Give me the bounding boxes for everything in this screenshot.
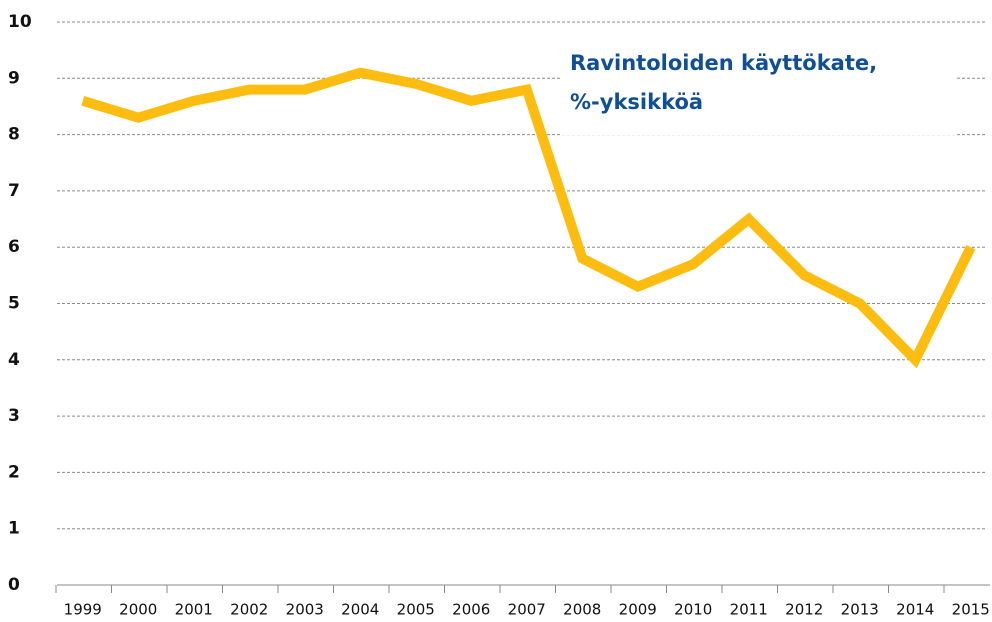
y-tick-label: 6 bbox=[8, 237, 20, 257]
x-tick-label: 2003 bbox=[286, 601, 324, 619]
chart-title: %-yksikköä bbox=[570, 90, 703, 114]
x-tick-label: 2011 bbox=[730, 601, 768, 619]
x-tick-label: 2010 bbox=[674, 601, 712, 619]
x-tick-label: 2004 bbox=[341, 601, 379, 619]
x-tick-label: 2002 bbox=[230, 601, 268, 619]
y-tick-label: 3 bbox=[8, 406, 20, 426]
x-tick-label: 2009 bbox=[619, 601, 657, 619]
y-tick-label: 5 bbox=[8, 294, 20, 314]
x-tick-label: 2013 bbox=[841, 601, 879, 619]
x-tick-label: 2014 bbox=[896, 601, 934, 619]
x-tick-label: 1999 bbox=[64, 601, 102, 619]
x-tick-label: 2005 bbox=[397, 601, 435, 619]
x-tick-label: 2007 bbox=[508, 601, 546, 619]
x-tick-label: 2012 bbox=[785, 601, 823, 619]
y-tick-label: 9 bbox=[8, 68, 20, 88]
data-line bbox=[81, 67, 976, 369]
y-tick-label: 2 bbox=[8, 462, 20, 482]
x-tick-label: 2000 bbox=[119, 601, 157, 619]
y-tick-label: 1 bbox=[8, 519, 20, 539]
y-tick-label: 7 bbox=[8, 181, 20, 201]
x-tick-label: 2006 bbox=[452, 601, 490, 619]
y-tick-label: 4 bbox=[8, 350, 20, 370]
y-tick-label: 8 bbox=[8, 125, 20, 145]
x-tick-label: 2015 bbox=[952, 601, 990, 619]
x-tick-label: 2001 bbox=[175, 601, 213, 619]
y-tick-label: 0 bbox=[8, 575, 20, 595]
chart-title: Ravintoloiden käyttökate, bbox=[570, 51, 877, 75]
x-tick-label: 2008 bbox=[563, 601, 601, 619]
title-background bbox=[560, 45, 955, 135]
y-tick-label: 10 bbox=[8, 12, 32, 32]
